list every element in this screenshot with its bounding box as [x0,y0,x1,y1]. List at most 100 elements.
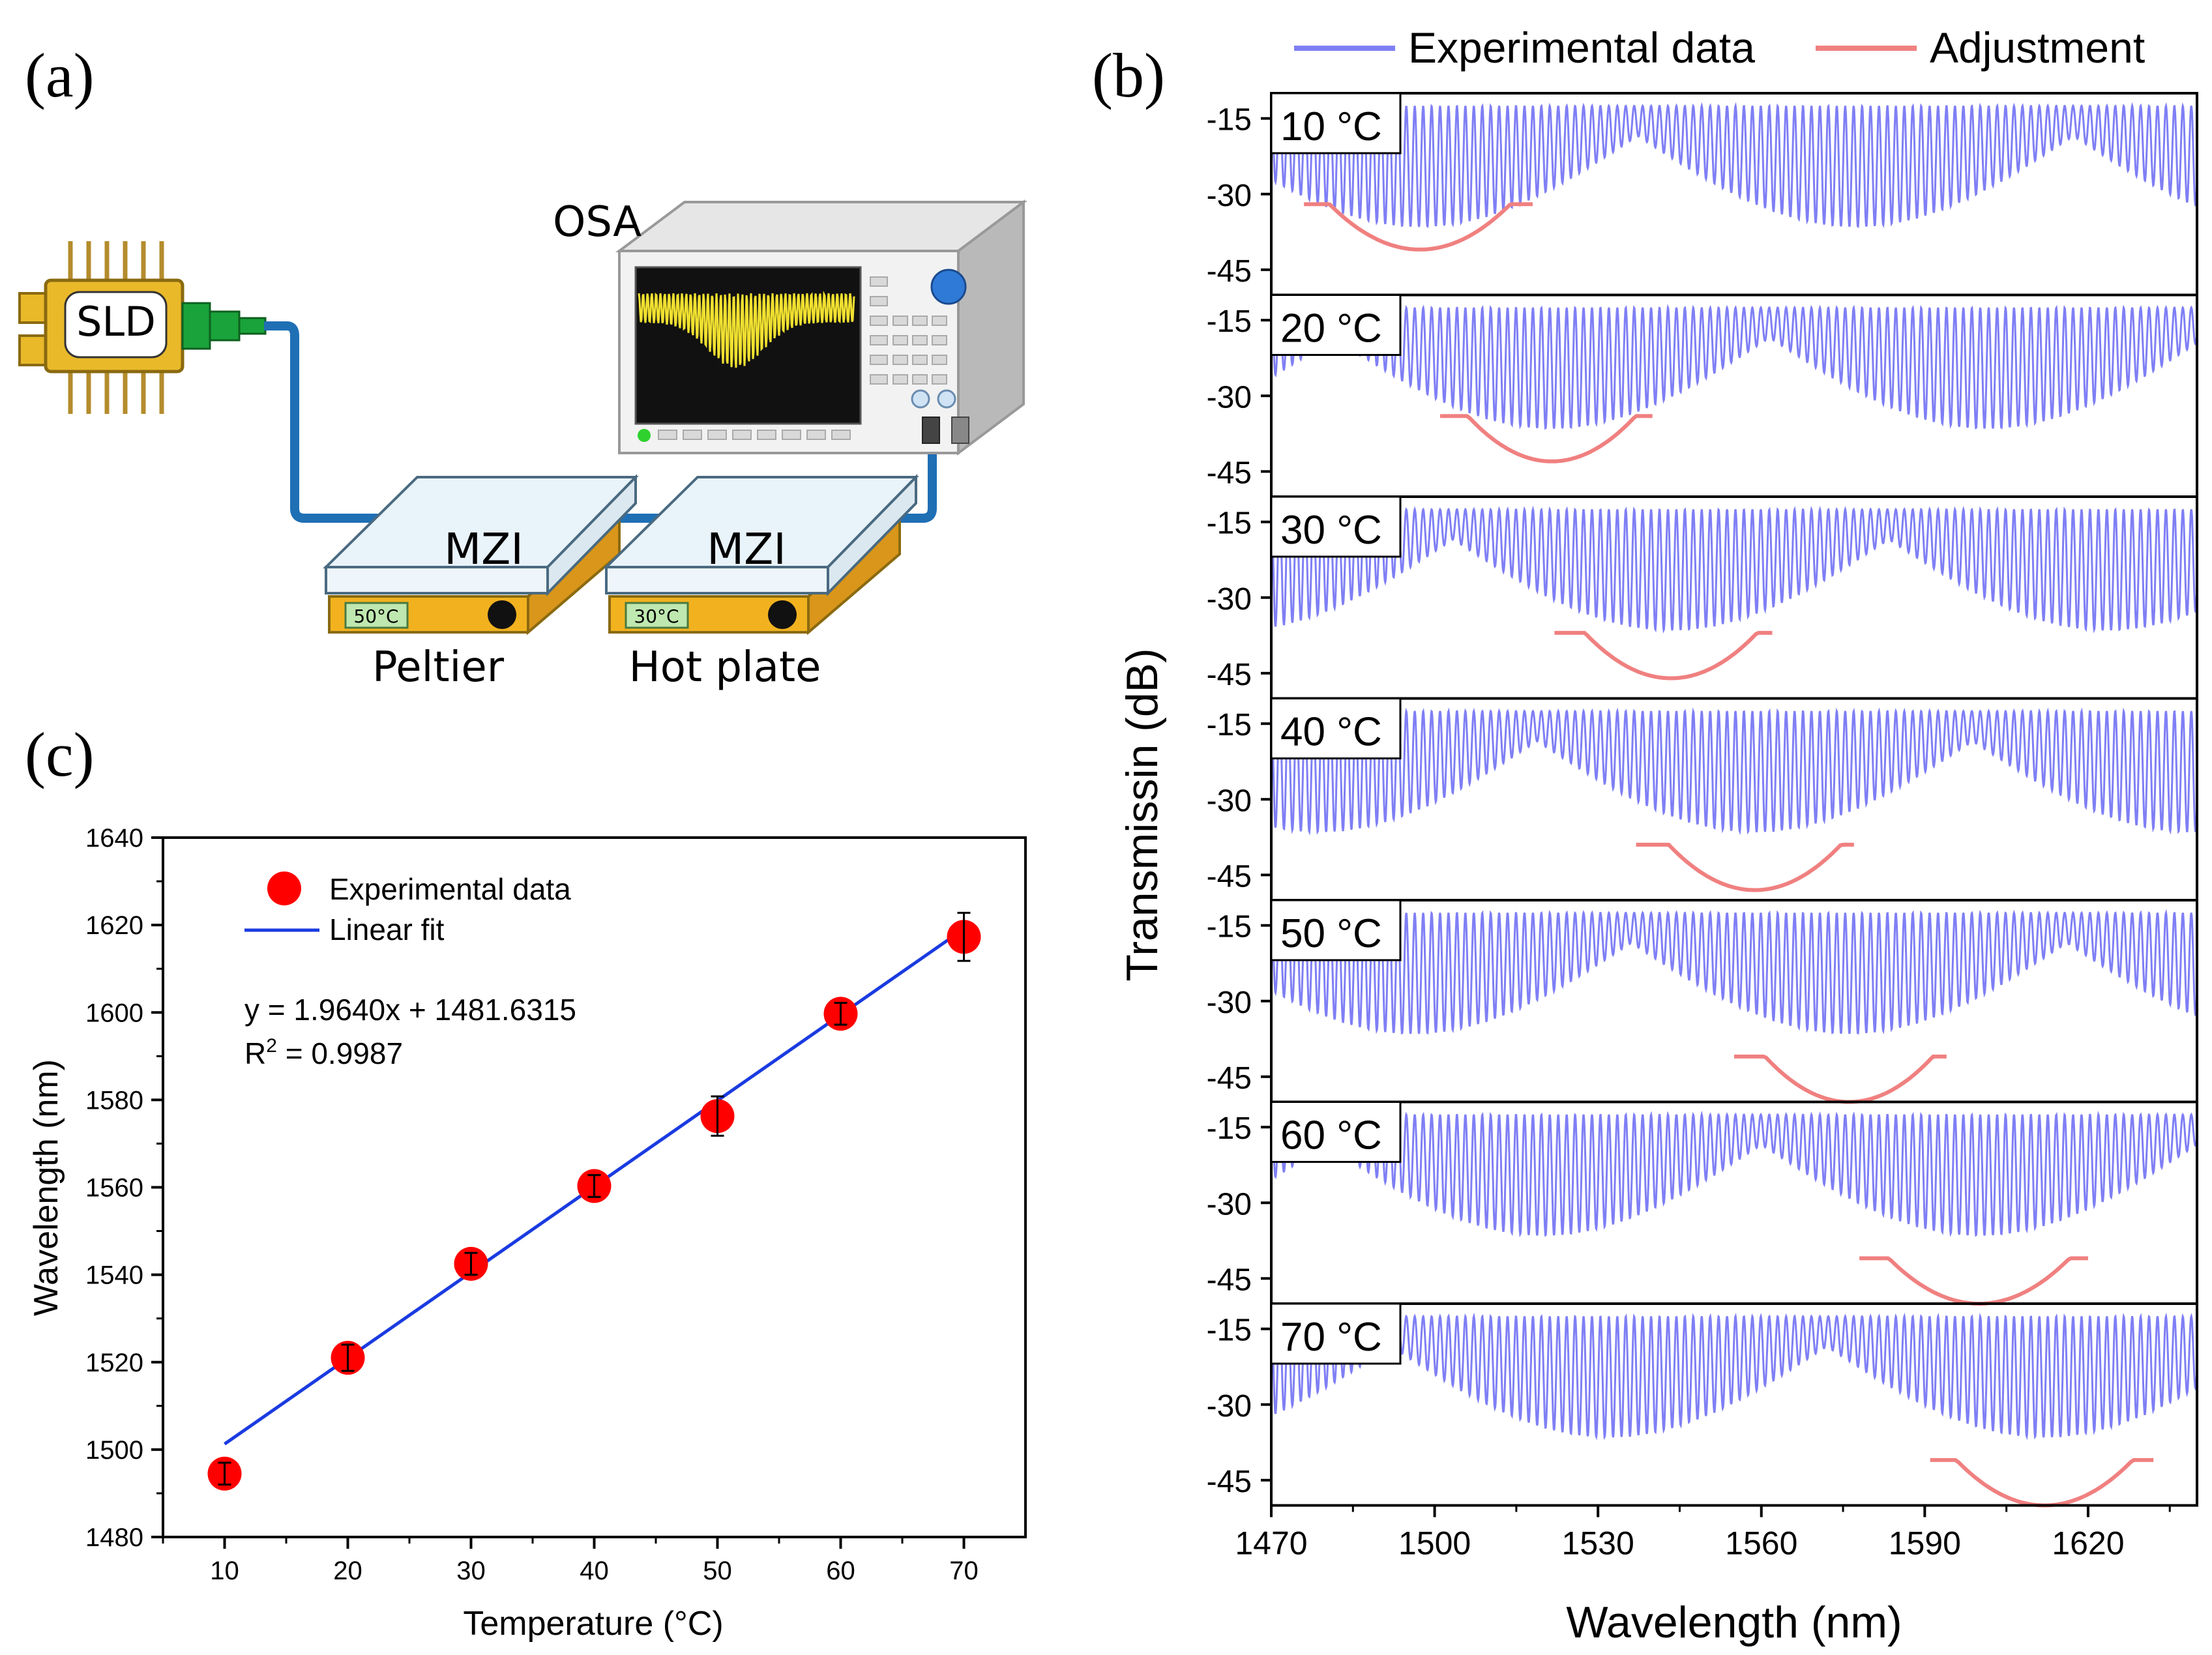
y-tick-label: -15 [1207,304,1252,339]
experimental-curve [1270,303,2198,430]
adjustment-curve [1554,630,1773,681]
y-tick-label: -15 [1207,103,1252,138]
spectrum-panel: 20 °C -15 -30 -45 [1207,293,2198,498]
fiber-cable [264,321,937,523]
panel-c: (c) 10 20 30 40 50 60 70 1480 1500 1520 1540 1560 15… [25,720,1027,1643]
temp-label: 20 °C [1280,306,1382,351]
c-x-tick-label: 40 [580,1557,609,1585]
y-tick-label: -45 [1207,859,1252,894]
y-tick-label: -30 [1207,1187,1252,1222]
hotplate-stage [603,474,919,636]
c-legend-label-fit: Linear fit [329,913,445,946]
experimental-curve [1270,707,2198,836]
b-x-axis: 1470 1500 1530 1560 1590 1620 [1235,1505,2171,1562]
c-x-tick-label: 30 [456,1557,486,1585]
c-y-tick-label: 1480 [85,1523,143,1552]
mzi-label-1: MZI [444,524,524,574]
c-y-tick-label: 1560 [85,1174,143,1203]
panel-c-label: (c) [25,720,95,789]
osa-icon [615,199,1027,456]
adjustment-curve [1930,1457,2154,1508]
adjustment-curve [1859,1256,2088,1306]
adjustment-curve [1304,202,1533,252]
spectrum-panel: 30 °C -15 -30 -45 [1207,495,2198,700]
temp-label-box [1270,495,1402,558]
y-tick-label: -15 [1207,1111,1252,1146]
spectrum-panel: 60 °C -15 -30 -45 [1207,1100,2198,1306]
y-tick-label: -30 [1207,986,1252,1020]
panel-b: (b) Experimental data Adjustment 10 °C -1… [1092,23,2198,1647]
sld-label: SLD [76,298,156,345]
experimental-curve [1270,505,2198,634]
experimental-curve [1270,909,2198,1035]
c-y-tick-label: 1520 [85,1349,143,1377]
adjustment-curve [1636,842,1854,892]
x-tick-label: 1620 [2052,1525,2124,1562]
c-x-axis-title: Temperature (°C) [463,1605,723,1643]
c-plot-area [207,911,981,1491]
c-y-tick-label: 1500 [85,1436,143,1465]
spectrum-panel: 50 °C -15 -30 -45 [1207,899,2198,1104]
y-tick-label: -45 [1207,254,1252,289]
temp-label: 60 °C [1280,1113,1382,1158]
c-x-tick-label: 10 [210,1557,239,1585]
y-tick-label: -15 [1207,506,1252,541]
peltier-label: Peltier [372,643,505,692]
y-tick-label: -45 [1207,1465,1252,1499]
c-y-tick-label: 1620 [85,911,143,940]
y-tick-label: -15 [1207,910,1252,945]
sld-icon [18,241,267,414]
adjustment-curve [1439,414,1653,463]
b-y-axis-title: Transmissin (dB) [1117,648,1167,981]
y-tick-label: -30 [1207,380,1252,415]
temp-label-box [1270,899,1402,961]
y-tick-label: -30 [1207,784,1252,818]
c-y-tick-label: 1600 [85,999,143,1027]
y-tick-label: -30 [1207,1389,1252,1424]
temp-label: 30 °C [1280,508,1382,553]
hotplate-temp: 30°C [634,606,679,627]
c-y-tick-label: 1640 [85,824,143,853]
temp-label-box [1270,1302,1402,1365]
spectra-stack: 10 °C -15 -30 -45 20 °C -15 -30 -45 30 °C -15 -30 -… [1207,92,2198,1508]
x-tick-label: 1590 [1889,1525,1961,1562]
osa-screen-trace [638,290,855,368]
temp-label: 70 °C [1280,1315,1382,1360]
spectrum-panel: 10 °C -15 -30 -45 [1207,92,2198,297]
c-x-tick-label: 50 [703,1557,732,1585]
c-y-tick-label: 1540 [85,1261,143,1290]
temp-label-box [1270,294,1402,356]
spectrum-panel: 70 °C -15 -30 -45 [1207,1302,2198,1508]
c-legend-marker-experimental [267,871,301,905]
mzi-label-2: MZI [707,524,786,574]
b-x-axis-title: Wavelength (nm) [1566,1598,1902,1647]
y-tick-label: -45 [1207,1263,1252,1297]
c-y-axis-title: Wavelength (nm) [27,1059,65,1316]
temp-label-box [1270,92,1402,154]
legend-label-adjustment: Adjustment [1930,23,2145,72]
temp-label: 10 °C [1280,104,1382,149]
c-x-tick-label: 70 [949,1557,979,1585]
panel-b-label: (b) [1092,40,1165,110]
y-tick-label: -15 [1207,1313,1252,1348]
c-x-tick-label: 20 [333,1557,362,1585]
y-tick-label: -30 [1207,582,1252,617]
peltier-temp: 50°C [353,606,398,627]
y-tick-label: -45 [1207,1061,1252,1096]
y-tick-label: -45 [1207,456,1252,490]
c-axes: 10 20 30 40 50 60 70 1480 1500 1520 1540 1560 1580 16… [85,824,979,1585]
y-tick-label: -45 [1207,658,1252,692]
legend-label-experimental: Experimental data [1408,23,1755,72]
temp-label-box [1270,697,1402,759]
experimental-curve [1270,102,2198,229]
y-tick-label: -15 [1207,708,1252,742]
osa-label: OSA [553,198,641,246]
panel-a-label: (a) [25,40,95,110]
experimental-curve [1270,1110,2198,1238]
temp-label-box [1270,1101,1402,1163]
adjustment-curve [1734,1054,1947,1104]
experimental-curve [1270,1312,2198,1441]
x-tick-label: 1470 [1235,1525,1307,1562]
spectrum-panel: 40 °C -15 -30 -45 [1207,697,2198,901]
